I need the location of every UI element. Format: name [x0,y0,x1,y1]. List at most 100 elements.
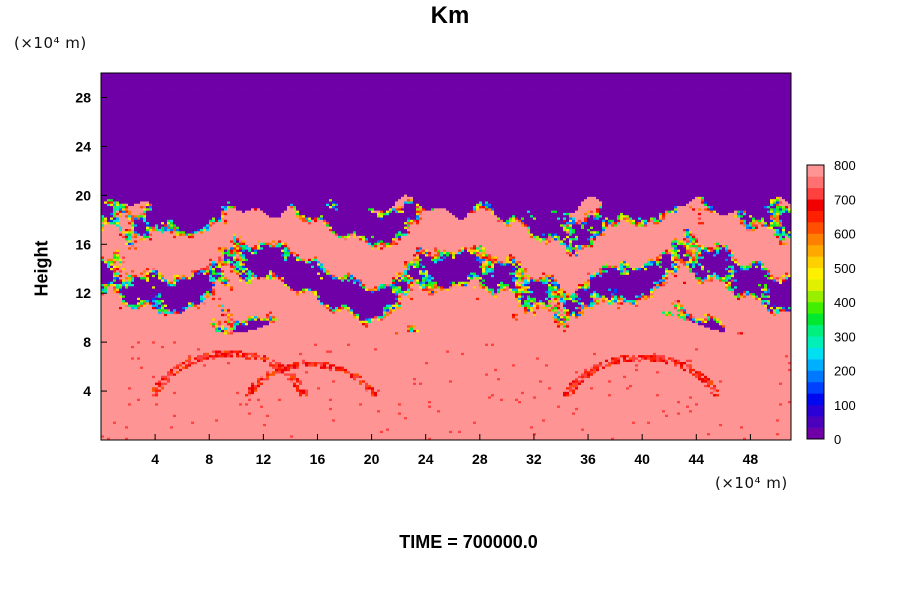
heatmap-cell [326,110,329,113]
heatmap-cell [560,94,563,97]
heatmap-cell [185,82,188,85]
heatmap-cell [125,121,128,124]
heatmap-cell [272,78,275,81]
heatmap-cell [182,94,185,97]
heatmap-cell [404,82,407,85]
heatmap-cell [269,78,272,81]
heatmap-cell [215,78,218,81]
heatmap-cell [692,110,695,113]
heatmap-cell [323,82,326,85]
heatmap-cell [593,96,596,99]
heatmap-cell [542,91,545,94]
heatmap-cell [428,75,431,78]
heatmap-cell [704,119,707,122]
heatmap-cell [575,84,578,87]
heatmap-cell [779,96,782,99]
heatmap-cell [488,110,491,113]
heatmap-cell [722,94,725,97]
heatmap-cell [401,89,404,92]
heatmap-cell [461,80,464,83]
heatmap-cell [635,80,638,83]
heatmap-cell [134,87,137,90]
heatmap-cell [434,78,437,81]
heatmap-cell [740,110,743,113]
heatmap-cell [482,75,485,78]
heatmap-cell [734,98,737,101]
heatmap-cell [353,103,356,106]
heatmap-cell [479,78,482,81]
heatmap-cell [395,91,398,94]
heatmap-cell [389,87,392,90]
heatmap-cell [350,98,353,101]
heatmap-cell [488,121,491,124]
heatmap-cell [296,84,299,87]
heatmap-cell [647,101,650,104]
heatmap-cell [305,91,308,94]
heatmap-cell [323,114,326,117]
heatmap-cell [335,107,338,110]
heatmap-cell [530,114,533,117]
heatmap-cell [368,96,371,99]
heatmap-cell [368,87,371,90]
heatmap-cell [413,84,416,87]
heatmap-cell [680,114,683,117]
heatmap-cell [365,103,368,106]
heatmap-cell [497,121,500,124]
heatmap-cell [161,119,164,122]
heatmap-cell [620,89,623,92]
heatmap-cell [311,110,314,113]
heatmap-cell [113,117,116,120]
heatmap-cell [392,89,395,92]
heatmap-cell [350,112,353,115]
heatmap-cell [374,96,377,99]
heatmap-cell [275,119,278,122]
heatmap-cell [137,96,140,99]
heatmap-cell [404,89,407,92]
heatmap-cell [641,78,644,81]
heatmap-cell [311,96,314,99]
heatmap-cell [590,98,593,101]
heatmap-cell [104,98,107,101]
heatmap-cell [668,112,671,115]
heatmap-cell [257,78,260,81]
heatmap-cell [740,75,743,78]
heatmap-cell [209,89,212,92]
heatmap-cell [200,82,203,85]
heatmap-cell [611,78,614,81]
heatmap-cell [425,119,428,122]
heatmap-cell [155,80,158,83]
heatmap-cell [389,75,392,78]
heatmap-cell [122,110,125,113]
heatmap-cell [221,103,224,106]
heatmap-cell [611,103,614,106]
heatmap-cell [215,91,218,94]
heatmap-cell [149,107,152,110]
heatmap-cell [290,96,293,99]
heatmap-cell [671,110,674,113]
heatmap-cell [758,117,761,120]
heatmap-cell [545,94,548,97]
heatmap-cell [524,91,527,94]
heatmap-cell [140,78,143,81]
heatmap-cell [602,82,605,85]
heatmap-cell [245,105,248,108]
heatmap-cell [464,107,467,110]
heatmap-cell [281,107,284,110]
heatmap-cell [623,107,626,110]
heatmap-cell [641,82,644,85]
heatmap-cell [257,103,260,106]
heatmap-cell [314,87,317,90]
heatmap-cell [266,103,269,106]
heatmap-cell [695,110,698,113]
heatmap-cell [242,114,245,117]
heatmap-cell [347,117,350,120]
heatmap-cell [761,78,764,81]
heatmap-cell [554,91,557,94]
heatmap-cell [656,84,659,87]
heatmap-cell [641,103,644,106]
heatmap-cell [566,94,569,97]
heatmap-cell [206,112,209,115]
heatmap-cell [671,103,674,106]
heatmap-cell [329,89,332,92]
heatmap-cell [614,103,617,106]
